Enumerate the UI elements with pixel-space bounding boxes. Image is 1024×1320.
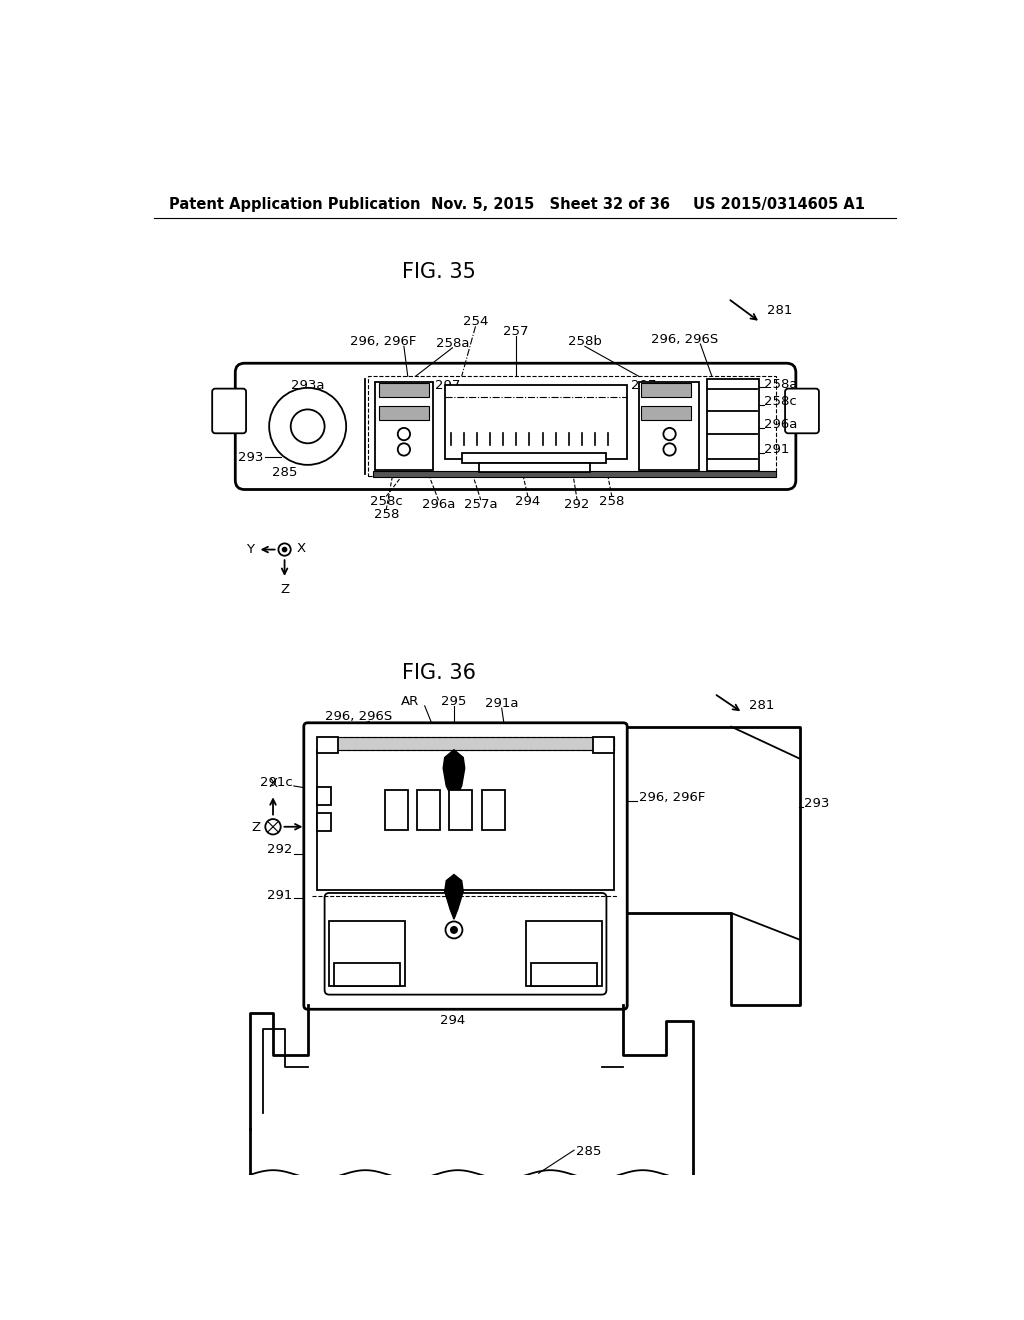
Bar	[641, 407, 691, 420]
Text: 291: 291	[764, 444, 790, 455]
Text: 254: 254	[463, 315, 488, 329]
Text: AR: AR	[401, 694, 419, 708]
Text: 258: 258	[374, 508, 399, 520]
Bar	[316, 738, 339, 752]
Text: 258b: 258b	[568, 335, 602, 348]
Text: 297: 297	[349, 961, 374, 973]
Text: 285: 285	[575, 1146, 601, 1158]
Bar	[330, 921, 404, 986]
Text: Nov. 5, 2015   Sheet 32 of 36: Nov. 5, 2015 Sheet 32 of 36	[431, 197, 670, 213]
Text: 292: 292	[564, 499, 590, 511]
Text: 258a: 258a	[435, 337, 469, 350]
Bar	[450, 789, 472, 830]
Bar	[316, 738, 614, 750]
Text: X: X	[297, 541, 306, 554]
Text: 258: 258	[599, 495, 625, 508]
Text: Y: Y	[314, 820, 323, 833]
Bar	[462, 453, 606, 462]
Bar	[316, 738, 614, 750]
Circle shape	[283, 548, 287, 552]
Circle shape	[445, 921, 463, 939]
Text: 258a: 258a	[764, 379, 798, 391]
Circle shape	[291, 409, 325, 444]
Circle shape	[269, 388, 346, 465]
Text: FIG. 36: FIG. 36	[401, 663, 475, 682]
Bar	[593, 738, 614, 752]
Text: 285: 285	[272, 466, 297, 479]
Text: 296, 296S: 296, 296S	[325, 710, 392, 723]
Text: X: X	[268, 777, 278, 791]
Text: US 2015/0314605 A1: US 2015/0314605 A1	[692, 197, 864, 213]
Text: 257: 257	[503, 325, 528, 338]
Text: 297: 297	[538, 961, 563, 973]
Text: Z: Z	[280, 583, 289, 597]
Bar	[444, 385, 628, 459]
FancyBboxPatch shape	[212, 388, 246, 433]
Text: Patent Application Publication: Patent Application Publication	[169, 197, 421, 213]
Bar	[531, 964, 597, 986]
Polygon shape	[444, 875, 463, 919]
Bar	[641, 383, 691, 397]
Text: 291a: 291a	[485, 697, 518, 710]
Circle shape	[664, 428, 676, 441]
Bar	[379, 407, 429, 420]
Text: 293a: 293a	[291, 379, 325, 392]
Text: 292: 292	[267, 843, 292, 857]
Text: 297: 297	[631, 379, 656, 392]
Bar	[376, 381, 433, 470]
Text: 296a: 296a	[764, 418, 798, 432]
Text: 293: 293	[238, 450, 263, 463]
Text: FIG. 35: FIG. 35	[401, 263, 475, 282]
Circle shape	[279, 544, 291, 556]
Text: Z: Z	[252, 821, 261, 834]
Text: 257a: 257a	[464, 499, 498, 511]
Bar	[639, 381, 698, 470]
Bar	[417, 789, 440, 830]
FancyBboxPatch shape	[785, 388, 819, 433]
FancyBboxPatch shape	[304, 723, 628, 1010]
Circle shape	[265, 818, 281, 834]
Text: 258c: 258c	[764, 395, 797, 408]
Text: 296, 296F: 296, 296F	[350, 335, 417, 348]
FancyBboxPatch shape	[325, 892, 606, 995]
Text: 294: 294	[439, 1014, 465, 1027]
Text: 291: 291	[267, 888, 292, 902]
Text: 291c: 291c	[259, 776, 292, 788]
Bar	[385, 789, 408, 830]
Bar	[526, 921, 602, 986]
Text: 258c: 258c	[370, 495, 402, 508]
Text: Y: Y	[246, 543, 254, 556]
Polygon shape	[443, 750, 465, 801]
Bar	[478, 462, 590, 471]
Text: 295: 295	[523, 412, 549, 425]
Text: 281: 281	[749, 698, 774, 711]
Bar	[334, 964, 400, 986]
FancyBboxPatch shape	[236, 363, 796, 490]
Text: 295: 295	[410, 924, 435, 937]
Bar	[316, 787, 331, 805]
Text: 297: 297	[435, 379, 460, 392]
Text: 296a: 296a	[422, 499, 456, 511]
Text: 281: 281	[767, 305, 792, 317]
Bar	[373, 471, 776, 478]
Bar	[316, 750, 614, 890]
Polygon shape	[624, 726, 801, 1006]
Text: 294: 294	[515, 495, 541, 508]
Circle shape	[451, 927, 457, 933]
Circle shape	[397, 444, 410, 455]
Text: 296, 296F: 296, 296F	[639, 791, 706, 804]
Bar	[368, 376, 776, 477]
Circle shape	[397, 428, 410, 441]
Text: 295: 295	[441, 694, 467, 708]
Bar	[316, 813, 331, 832]
Bar	[707, 379, 759, 471]
Bar	[481, 789, 505, 830]
Bar	[379, 383, 429, 397]
Text: 296, 296S: 296, 296S	[651, 333, 719, 346]
Text: 293: 293	[804, 797, 829, 810]
Circle shape	[664, 444, 676, 455]
